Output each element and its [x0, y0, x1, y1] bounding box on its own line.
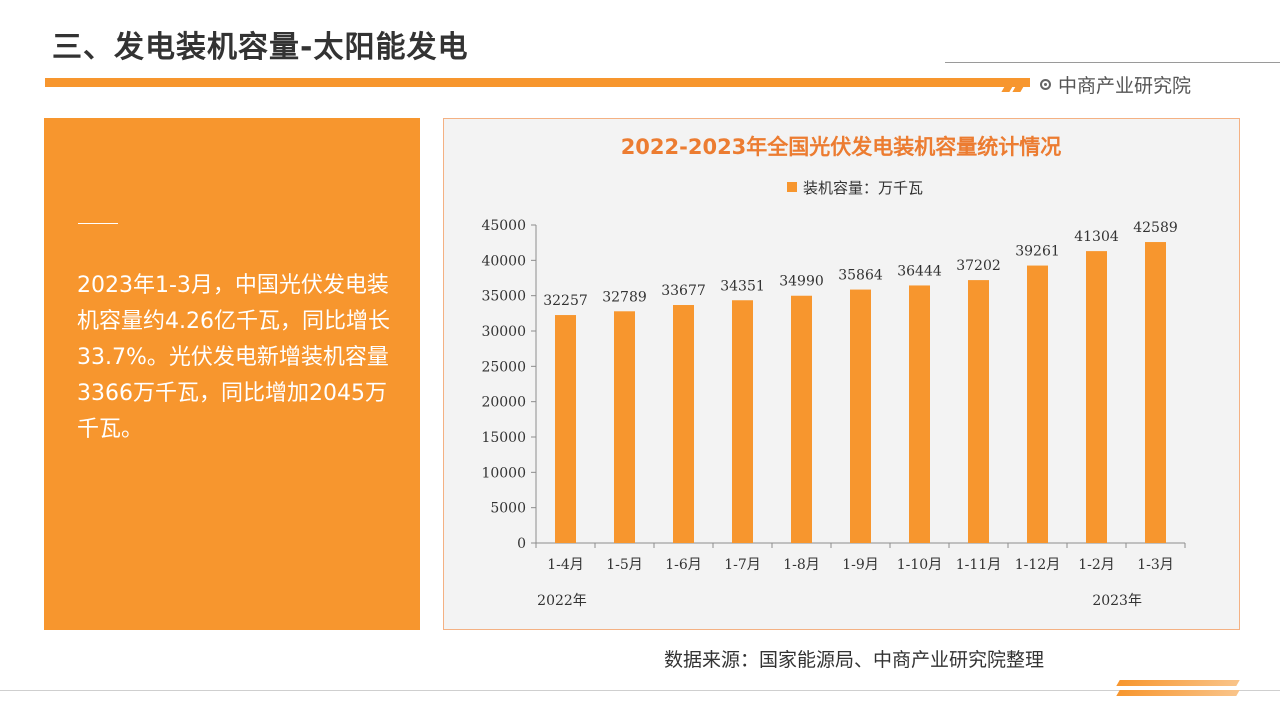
- bar: [1086, 251, 1107, 543]
- bar-value-label: 36444: [897, 263, 942, 279]
- x-tick-label: 1-11月: [956, 557, 1001, 573]
- bar-value-label: 34990: [779, 274, 824, 290]
- summary-panel: [44, 118, 420, 630]
- brand-name: 中商产业研究院: [1058, 75, 1192, 97]
- bar-value-label: 32257: [543, 293, 588, 309]
- bar-value-label: 37202: [956, 258, 1001, 274]
- bar: [614, 311, 635, 543]
- bar: [850, 289, 871, 543]
- bar: [1027, 265, 1048, 543]
- x-tick-label: 1-4月: [547, 557, 584, 573]
- bar-value-label: 33677: [661, 283, 706, 299]
- bar: [732, 300, 753, 543]
- bar: [673, 305, 694, 543]
- bar-value-label: 39261: [1015, 244, 1060, 260]
- brand-logo: 中商产业研究院: [1040, 71, 1191, 98]
- x-tick-label: 1-8月: [783, 557, 820, 573]
- x-tick-label: 1-6月: [665, 557, 702, 573]
- y-tick-label: 30000: [481, 324, 526, 340]
- x-tick-label: 1-5月: [606, 557, 643, 573]
- y-tick-label: 45000: [481, 218, 526, 234]
- x-tick-label: 1-9月: [842, 557, 879, 573]
- chart-title: 2022-2023年全国光伏发电装机容量统计情况: [621, 135, 1062, 159]
- bar-value-label: 41304: [1074, 229, 1119, 245]
- y-tick-label: 10000: [481, 465, 526, 481]
- y-tick-label: 35000: [481, 289, 526, 305]
- y-tick-label: 20000: [481, 395, 526, 411]
- bar: [1145, 242, 1166, 544]
- header-stripes-decoration: [1001, 77, 1026, 96]
- year-label-2023: 2023年: [1092, 593, 1142, 609]
- legend-swatch: [787, 182, 797, 192]
- bar: [968, 280, 989, 543]
- year-label-2022: 2022年: [537, 593, 587, 609]
- bar-value-label: 32789: [602, 289, 647, 305]
- bar: [555, 315, 576, 543]
- y-tick-label: 5000: [490, 501, 526, 517]
- x-tick-label: 1-7月: [724, 557, 761, 573]
- x-tick-label: 1-2月: [1078, 557, 1115, 573]
- x-tick-label: 1-12月: [1015, 557, 1060, 573]
- header-divider-line: [945, 62, 1280, 63]
- x-tick-label: 1-10月: [897, 557, 942, 573]
- bar-value-label: 35864: [838, 268, 883, 284]
- summary-divider: [78, 223, 118, 224]
- summary-text: 2023年1-3月，中国光伏发电装机容量约4.26亿千瓦，同比增长33.7%。光…: [77, 273, 390, 442]
- target-icon: [1040, 79, 1051, 90]
- x-tick-label: 1-3月: [1137, 557, 1174, 573]
- y-tick-label: 40000: [481, 253, 526, 269]
- title-underline-bar: [45, 78, 1030, 87]
- y-tick-label: 25000: [481, 359, 526, 375]
- y-tick-label: 15000: [481, 430, 526, 446]
- bar-value-label: 34351: [720, 278, 765, 294]
- page-title: 三、发电装机容量-太阳能发电: [52, 30, 469, 65]
- y-tick-label: 0: [517, 536, 526, 552]
- data-source-note: 数据来源：国家能源局、中商产业研究院整理: [664, 649, 1045, 671]
- legend-label: 装机容量：万千瓦: [803, 179, 923, 197]
- bar-value-label: 42589: [1133, 220, 1178, 236]
- footer-divider: [0, 690, 1280, 691]
- bar: [791, 295, 812, 543]
- footer-stripes-decoration: [1116, 680, 1240, 700]
- bar: [909, 285, 930, 543]
